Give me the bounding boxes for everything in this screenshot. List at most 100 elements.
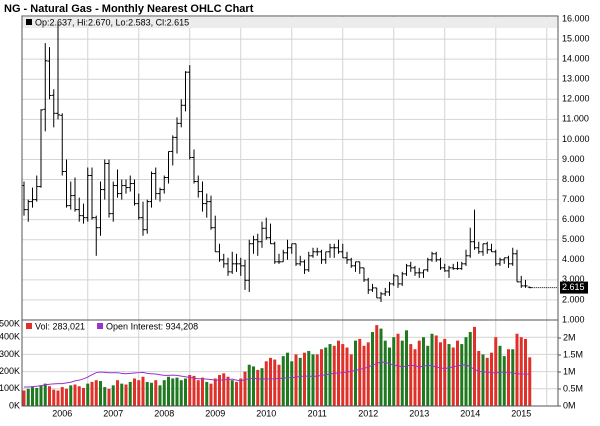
volume-bar [515, 333, 519, 406]
volume-bar [426, 345, 430, 406]
volume-bar [277, 364, 281, 406]
volume-bar [298, 357, 302, 406]
volume-bar [230, 380, 234, 406]
volume-bar [77, 386, 81, 406]
volume-bar [31, 387, 34, 406]
volume-bar [392, 337, 396, 406]
y-tick-label: 4.000 [562, 254, 585, 264]
volume-bar [82, 387, 85, 406]
volume-bar [22, 390, 26, 406]
volume-bar [375, 325, 379, 406]
chart-title: NG - Natural Gas - Monthly Nearest OHLC … [4, 3, 254, 15]
volume-bar [192, 375, 196, 406]
volume-bar [349, 354, 353, 406]
volume-bar [128, 381, 132, 406]
volume-bar [26, 388, 30, 406]
volume-bar [103, 387, 107, 406]
volume-bar [243, 371, 247, 406]
volume-bar [264, 361, 268, 406]
volume-bar [69, 385, 73, 406]
y-tick-label: 500K [0, 318, 20, 328]
y-tick-label: 7.000 [562, 194, 585, 204]
x-tick-label: 2014 [460, 408, 480, 418]
volume-bar [179, 380, 183, 406]
y-tick-label: 3.000 [562, 274, 585, 284]
volume-bar [362, 345, 366, 406]
volume-bar [451, 347, 455, 406]
y-tick-label: 300K [0, 349, 20, 359]
volume-bar [502, 356, 506, 406]
volume-bar [320, 349, 323, 406]
legend-swatch [26, 323, 32, 329]
volume-bar [366, 342, 370, 406]
volume-bar [196, 380, 200, 406]
volume-bar [460, 344, 464, 406]
volume-bar [290, 361, 294, 406]
volume-bar [43, 383, 47, 406]
y-tick-label: 15.000 [562, 33, 590, 43]
volume-bar [273, 359, 277, 406]
volume-bar [307, 350, 311, 406]
y-tick-label: 14.000 [562, 54, 590, 64]
volume-bar [145, 381, 149, 406]
price-panel [22, 16, 558, 320]
y-tick-label: 400K [0, 332, 20, 342]
volume-bar [65, 388, 68, 406]
volume-bar [94, 380, 98, 406]
volume-bar [256, 369, 260, 406]
volume-bar [473, 326, 476, 406]
volume-bar [90, 381, 94, 406]
volume-bar [73, 384, 77, 406]
volume-bar [124, 384, 128, 406]
volume-bar [239, 378, 243, 406]
volume-bar [481, 354, 485, 406]
x-tick-label: 2011 [308, 408, 327, 418]
volume-bar [99, 381, 102, 406]
volume-bar [162, 380, 166, 406]
volume-frame [21, 319, 559, 407]
x-tick-label: 2012 [358, 408, 378, 418]
volume-bar [286, 352, 289, 406]
y2-tick-label: 0M [563, 400, 576, 410]
volume-bar [511, 349, 515, 406]
y-tick-label: 2.000 [562, 294, 585, 304]
volume-bar [443, 338, 447, 406]
volume-bar [507, 349, 510, 406]
volume-bar [209, 383, 213, 406]
volume-bar [281, 356, 285, 406]
legend-swatch [97, 323, 104, 329]
volume-bar [524, 338, 527, 406]
volume-bar [383, 340, 387, 406]
volume-bar [154, 380, 158, 406]
volume-bar [303, 352, 306, 406]
volume-bar [188, 375, 192, 406]
y-tick-label: 5.000 [562, 234, 585, 244]
volume-bar [498, 345, 502, 406]
volume-bar [35, 387, 39, 406]
volume-bar [477, 350, 481, 406]
volume-bar [167, 376, 170, 406]
legend-text: Open Interest: 934,208 [106, 321, 198, 331]
x-tick-label: 2006 [52, 408, 72, 418]
volume-bar [235, 381, 238, 406]
volume-bar [150, 382, 153, 406]
y-tick-label: 13.000 [562, 74, 590, 84]
y-tick-label: 8.000 [562, 174, 585, 184]
volume-bar [456, 340, 459, 406]
volume-bar [133, 378, 136, 406]
volume-bar [137, 380, 141, 406]
volume-bar [120, 383, 124, 406]
volume-bar [48, 386, 51, 406]
volume-bar [116, 380, 119, 406]
volume-bar [222, 373, 226, 406]
volume-bar [528, 357, 532, 406]
volume-bar [341, 344, 345, 406]
volume-bar [39, 385, 43, 406]
volume-bar [345, 347, 349, 406]
volume-bar [141, 376, 145, 406]
x-tick-label: 2007 [103, 408, 123, 418]
volume-bar [201, 377, 204, 406]
volume-bar [447, 344, 451, 406]
